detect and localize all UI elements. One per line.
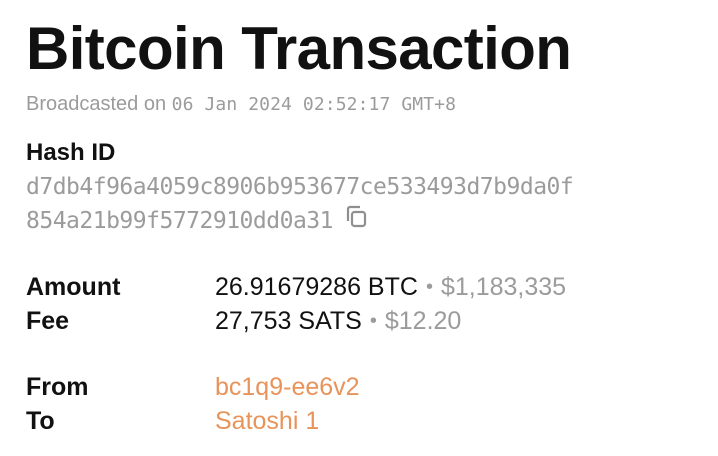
fee-value: 27,753 SATS • $12.20 [215,304,461,338]
amount-btc: 26.91679286 BTC [215,273,418,301]
to-address-link[interactable]: Satoshi 1 [215,407,320,435]
fee-separator: • [369,310,377,332]
amount-usd: $1,183,335 [440,273,567,301]
amount-value: 26.91679286 BTC • $1,183,335 [215,270,566,304]
copy-icon[interactable] [343,204,369,230]
hash-id-line-1: d7db4f96a4059c8906b953677ce533493d7b9da0… [26,174,574,200]
fee-sats: 27,753 SATS [215,307,362,335]
broadcast-info: Broadcasted on 06 Jan 2024 02:52:17 GMT+… [26,92,456,117]
from-address-link[interactable]: bc1q9-ee6v2 [215,373,360,401]
amount-label: Amount [26,273,121,301]
hash-id-value: d7db4f96a4059c8906b953677ce533493d7b9da0… [26,170,696,238]
page-title: Bitcoin Transaction [26,15,572,82]
broadcast-datetime: 06 Jan 2024 02:52:17 GMT+8 [171,94,457,115]
hash-id-line-2-text: 854a21b99f5772910dd0a31 [26,208,334,234]
broadcast-prefix: Broadcasted on [26,93,167,115]
hash-id-line-2: 854a21b99f5772910dd0a31 [26,204,696,238]
amount-separator: • [425,276,433,298]
to-label: To [26,407,55,435]
hash-id-label: Hash ID [26,139,116,166]
from-label: From [26,373,89,401]
fee-usd: $12.20 [384,307,462,335]
fee-label: Fee [26,307,70,335]
